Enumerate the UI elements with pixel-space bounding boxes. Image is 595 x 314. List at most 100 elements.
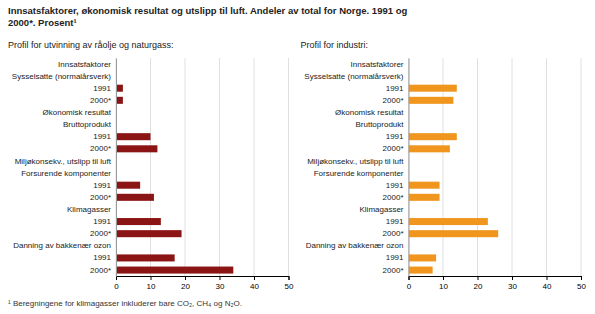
tick-mark — [547, 276, 548, 280]
bar — [116, 145, 157, 152]
category-tick: Klimagasser — [359, 205, 408, 214]
panel: 01020304050InnsatsfaktorerSysselsatte (n… — [12, 58, 294, 291]
category-tick: 1991 — [93, 132, 116, 141]
tick-label: 20 — [474, 282, 483, 291]
y-axis: Innsatsfaktorer Sysselsatte (normalårsver… — [12, 59, 117, 277]
category-tick: Innsatsfaktorer — [351, 60, 409, 69]
grid-line — [288, 58, 289, 276]
category-label: Økonomisk resultat — [43, 108, 112, 117]
grid-line — [512, 58, 513, 276]
category-label: Innsatsfaktorer — [58, 60, 111, 69]
tick-label: 40 — [250, 282, 259, 291]
category-label: Bruttoprodukt — [355, 120, 404, 129]
category-tick: Sysselsatte (normalårsverk) — [304, 72, 408, 81]
x-tick: 50 — [577, 276, 586, 291]
category-label: Forsurende komponenter — [314, 169, 404, 178]
category-tick: 2000* — [90, 193, 116, 202]
category-tick: 2000* — [383, 144, 409, 153]
bar — [116, 254, 175, 261]
tick-mark — [478, 276, 479, 280]
bar — [116, 97, 123, 104]
category-tick: 1991 — [93, 253, 116, 262]
category-tick: Økonomisk resultat — [335, 108, 408, 117]
category-label: 2000* — [383, 266, 404, 275]
grid — [409, 58, 582, 276]
x-tick: 50 — [285, 276, 294, 291]
category-tick: Forsurende komponenter — [21, 169, 116, 178]
category-tick: 2000* — [383, 96, 409, 105]
category-tick: Klimagasser — [67, 205, 116, 214]
bar — [409, 254, 437, 261]
category-label: 1991 — [386, 217, 404, 226]
category-label: Innsatsfaktorer — [351, 60, 404, 69]
category-tick: 1991 — [386, 217, 409, 226]
category-label: 2000* — [90, 144, 111, 153]
category-tick: 2000* — [383, 193, 409, 202]
bar — [116, 85, 123, 92]
category-tick: 2000* — [90, 144, 116, 153]
tick-mark — [185, 276, 186, 280]
footnote: ¹ Beregningene for klimagasser inkludere… — [8, 299, 242, 308]
category-label: 1991 — [93, 132, 111, 141]
subtitle: Profil for utvinning av råolje og naturg… — [8, 40, 174, 50]
category-tick: 1991 — [386, 132, 409, 141]
bar — [409, 267, 433, 274]
grid-line — [408, 58, 409, 276]
x-axis-line — [409, 277, 582, 281]
bar — [116, 267, 233, 274]
category-label: Miljøkonsekv., utslipp til luft — [307, 156, 404, 165]
tick-label: 30 — [508, 282, 517, 291]
category-tick: 2000* — [90, 266, 116, 275]
tick-label: 40 — [543, 282, 552, 291]
tick-mark — [220, 276, 221, 280]
y-axis-line — [409, 59, 410, 277]
bars — [116, 85, 233, 274]
x-tick: 10 — [439, 276, 448, 291]
category-tick: Miljøkonsekv., utslipp til luft — [15, 156, 116, 165]
grid — [116, 58, 289, 276]
tick-mark — [581, 276, 582, 280]
category-label: 2000* — [383, 193, 404, 202]
category-tick: Bruttoprodukt — [63, 120, 116, 129]
tick-mark — [254, 276, 255, 280]
category-label: Forsurende komponenter — [21, 169, 111, 178]
title: Innsatsfaktorer, økonomisk resultat og u… — [8, 5, 407, 16]
category-label: 2000* — [90, 193, 111, 202]
category-label: Bruttoprodukt — [63, 120, 112, 129]
grid-line — [150, 58, 151, 276]
category-label: Klimagasser — [67, 205, 111, 214]
tick-label: 20 — [181, 282, 190, 291]
category-tick: 1991 — [93, 84, 116, 93]
x-tick: 30 — [216, 276, 225, 291]
grid-line — [546, 58, 547, 276]
category-tick: Økonomisk resultat — [43, 108, 116, 117]
x-tick: 40 — [543, 276, 552, 291]
x-axis: 01020304050 — [114, 276, 294, 291]
grid-line — [116, 58, 117, 276]
category-label: 2000* — [383, 96, 404, 105]
bar — [409, 194, 440, 201]
tick-mark — [443, 276, 444, 280]
tick-mark — [116, 276, 117, 280]
category-label: Klimagasser — [359, 205, 403, 214]
chart: Innsatsfaktorer, økonomisk resultat og u… — [0, 0, 595, 314]
category-label: 1991 — [93, 217, 111, 226]
category-label: 1991 — [386, 253, 404, 262]
category-label: Sysselsatte (normalårsverk) — [12, 72, 111, 81]
category-label: 2000* — [383, 229, 404, 238]
tick-mark — [151, 276, 152, 280]
category-tick: 1991 — [386, 253, 409, 262]
title: 2000*. Prosent¹ — [8, 17, 77, 28]
category-label: Danning av bakkenær ozon — [306, 241, 404, 250]
category-tick: 1991 — [386, 181, 409, 190]
subtitle: Profil for industri: — [301, 40, 369, 50]
category-tick: Bruttoprodukt — [355, 120, 408, 129]
tick-label: 0 — [407, 282, 412, 291]
x-tick: 20 — [181, 276, 190, 291]
tick-label: 10 — [439, 282, 448, 291]
category-label: 1991 — [386, 181, 404, 190]
tick-label: 30 — [216, 282, 225, 291]
category-label: 2000* — [90, 266, 111, 275]
category-tick: Innsatsfaktorer — [58, 60, 116, 69]
bars — [409, 85, 499, 274]
